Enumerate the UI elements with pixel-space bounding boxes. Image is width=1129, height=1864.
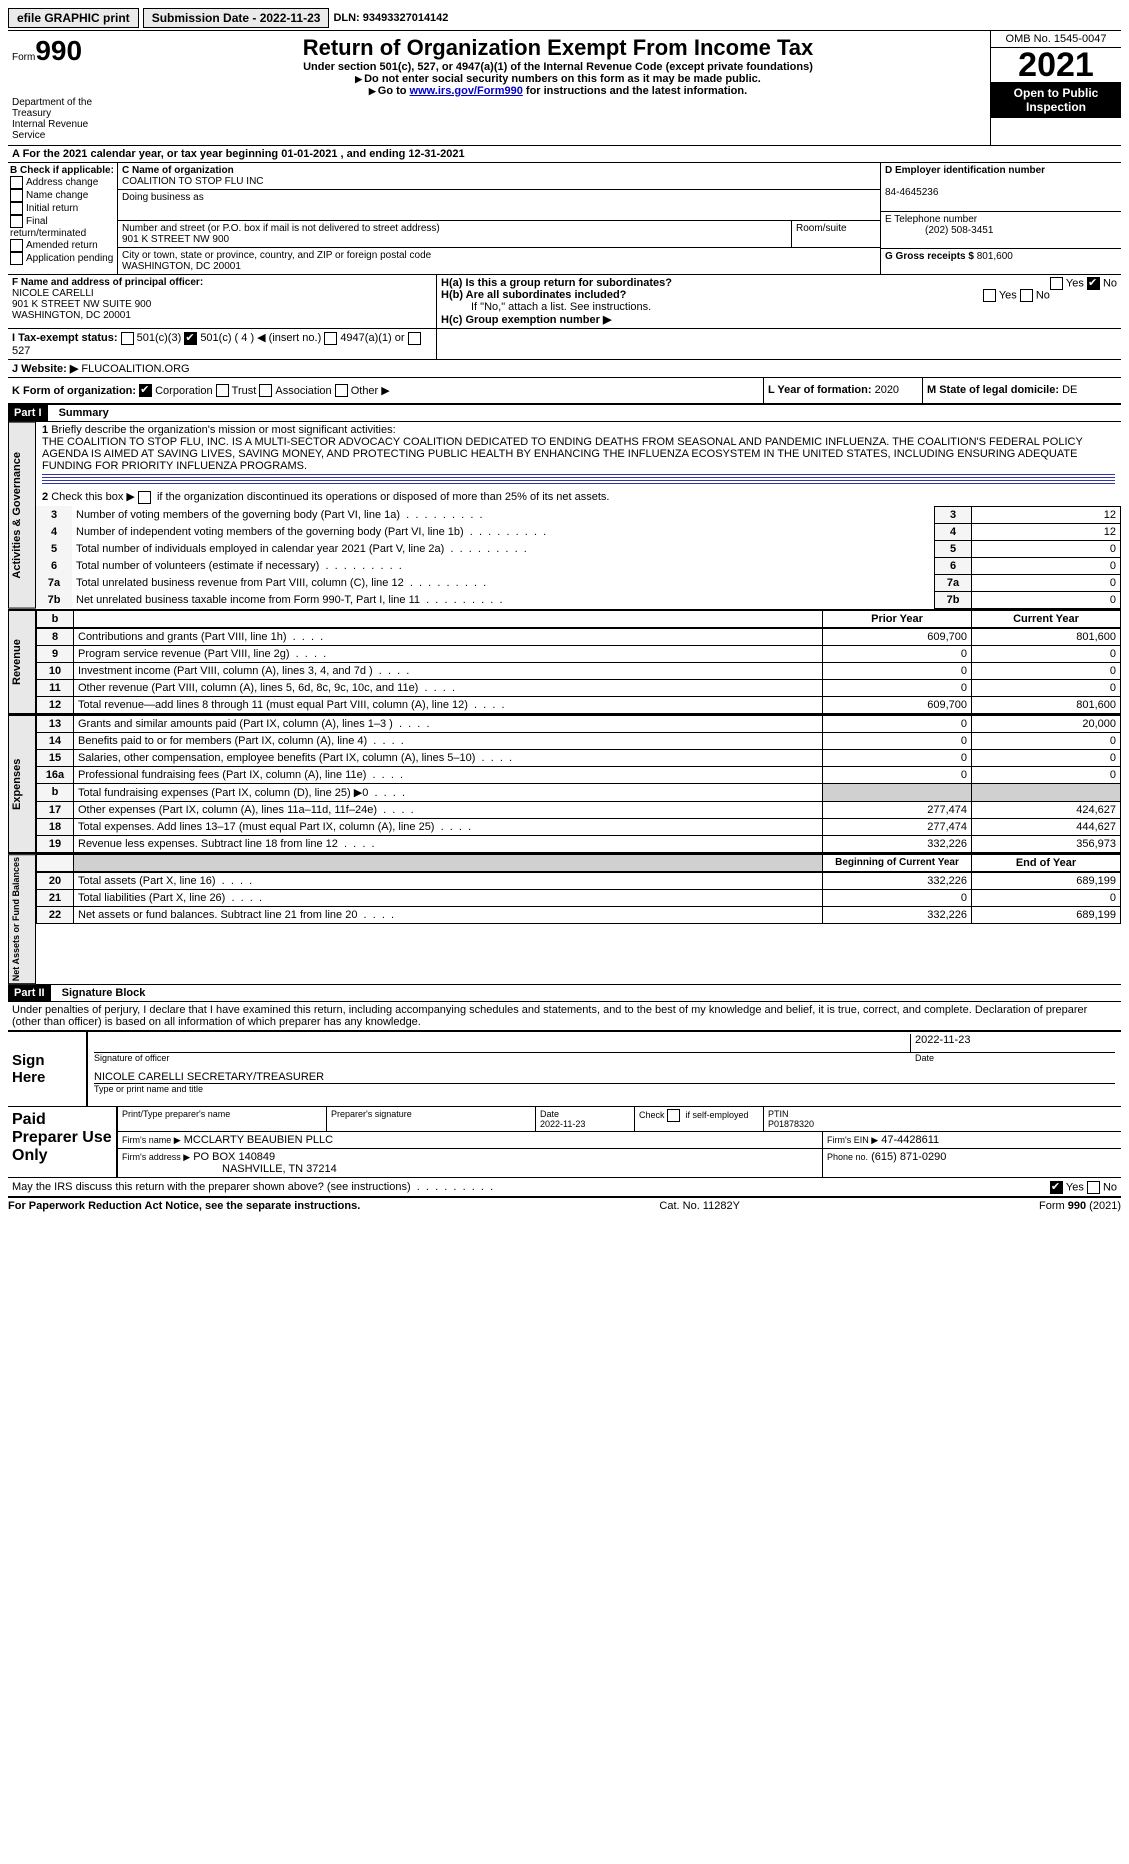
netassets-table: 20Total assets (Part X, line 16)332,2266… xyxy=(36,872,1121,924)
g-lbl: G Gross receipts $ xyxy=(885,251,974,262)
firm-ein: 47-4428611 xyxy=(881,1134,939,1146)
vert-governance: Activities & Governance xyxy=(8,422,36,609)
dept: Department of the Treasury xyxy=(12,97,122,119)
b-opt: Amended return xyxy=(10,239,115,252)
org-name: COALITION TO STOP FLU INC xyxy=(122,176,264,187)
sign-date: 2022-11-23 xyxy=(910,1034,1115,1053)
open-inspection: Open to Public Inspection xyxy=(991,82,1121,118)
governance-table: 3Number of voting members of the governi… xyxy=(36,506,1121,609)
vert-revenue: Revenue xyxy=(8,610,36,714)
name-lbl: Type or print name and title xyxy=(94,1084,1115,1094)
gross-receipts: 801,600 xyxy=(977,251,1013,262)
netassets-header: Beginning of Current YearEnd of Year xyxy=(36,854,1121,872)
domicile: DE xyxy=(1062,384,1077,396)
city-lbl: City or town, state or province, country… xyxy=(122,250,431,261)
revenue-header: bPrior YearCurrent Year xyxy=(36,610,1121,628)
irs: Internal Revenue Service xyxy=(12,119,122,141)
tax-year: 2021 xyxy=(991,48,1121,82)
501c4-check[interactable] xyxy=(184,332,197,345)
top-bar: efile GRAPHIC print Submission Date - 20… xyxy=(8,8,1121,28)
f-lbl: F Name and address of principal officer: xyxy=(12,277,432,288)
phone: (202) 508-3451 xyxy=(885,225,993,236)
i-lbl: I Tax-exempt status: xyxy=(12,332,118,344)
expenses-table: 13Grants and similar amounts paid (Part … xyxy=(36,715,1121,853)
ha-row: H(a) Is this a group return for subordin… xyxy=(441,277,1117,289)
form-prefix: Form xyxy=(12,52,35,63)
b-opt: Application pending xyxy=(10,252,115,265)
discuss-yes[interactable] xyxy=(1050,1181,1063,1194)
firm-addr1: PO BOX 140849 xyxy=(193,1151,275,1163)
hb-note: If "No," attach a list. See instructions… xyxy=(441,301,1117,313)
ptin: P01878320 xyxy=(768,1119,814,1129)
line2: Check this box ▶ if the organization dis… xyxy=(51,491,609,503)
hc: H(c) Group exemption number ▶ xyxy=(441,313,1117,326)
c-name-lbl: C Name of organization xyxy=(122,165,234,176)
street-lbl: Number and street (or P.O. box if mail i… xyxy=(122,223,440,234)
form-number: 990 xyxy=(35,35,82,66)
goto-prefix: Go to xyxy=(369,85,410,97)
b-opt: Name change xyxy=(10,189,115,202)
b-opt: Final return/terminated xyxy=(10,215,115,239)
b-opt: Initial return xyxy=(10,202,115,215)
city: WASHINGTON, DC 20001 xyxy=(122,261,241,272)
dba-lbl: Doing business as xyxy=(122,192,204,203)
sign-here: Sign Here xyxy=(8,1032,86,1106)
date-lbl: Date xyxy=(911,1053,1115,1063)
mission-text: THE COALITION TO STOP FLU, INC. IS A MUL… xyxy=(42,436,1083,472)
officer-print: NICOLE CARELLI SECRETARY/TREASURER xyxy=(94,1071,1115,1084)
header-grid: B Check if applicable: Address change Na… xyxy=(8,163,1121,275)
ssn-note: Do not enter social security numbers on … xyxy=(130,73,986,85)
submission-button[interactable]: Submission Date - 2022-11-23 xyxy=(143,8,330,28)
subtitle: Under section 501(c), 527, or 4947(a)(1)… xyxy=(130,61,986,73)
k-lbl: K Form of organization: xyxy=(12,385,136,397)
officer-addr2: WASHINGTON, DC 20001 xyxy=(12,310,432,321)
officer-addr1: 901 K STREET NW SUITE 900 xyxy=(12,299,432,310)
part2-header: Part II Signature Block xyxy=(8,984,1121,1002)
firm-name: MCCLARTY BEAUBIEN PLLC xyxy=(184,1134,333,1146)
discuss-text: May the IRS discuss this return with the… xyxy=(12,1181,411,1193)
vert-expenses: Expenses xyxy=(8,715,36,853)
efile-button[interactable]: efile GRAPHIC print xyxy=(8,8,139,28)
dln: DLN: 93493327014142 xyxy=(333,12,448,24)
sig-lbl: Signature of officer xyxy=(94,1053,911,1063)
officer-name: NICOLE CARELLI xyxy=(12,288,432,299)
goto-tail: for instructions and the latest informat… xyxy=(523,85,747,97)
website: FLUCOALITION.ORG xyxy=(81,363,189,375)
ha-no-check[interactable] xyxy=(1087,277,1100,290)
mission-lbl: Briefly describe the organization's miss… xyxy=(51,424,395,436)
j-lbl: J Website: ▶ xyxy=(12,363,78,375)
street: 901 K STREET NW 900 xyxy=(122,234,229,245)
year-formed: 2020 xyxy=(875,384,899,396)
main-header: Form990 Department of the Treasury Inter… xyxy=(8,30,1121,146)
d-lbl: D Employer identification number xyxy=(885,165,1045,176)
hb-row: H(b) Are all subordinates included? Yes … xyxy=(441,289,1117,301)
ein: 84-4645236 xyxy=(885,187,938,198)
corp-check[interactable] xyxy=(139,384,152,397)
revenue-table: 8Contributions and grants (Part VIII, li… xyxy=(36,628,1121,714)
goto-link[interactable]: www.irs.gov/Form990 xyxy=(410,85,523,97)
paid-preparer-title: Paid Preparer Use Only xyxy=(8,1107,116,1177)
footer: For Paperwork Reduction Act Notice, see … xyxy=(8,1198,1121,1212)
b-opt: Address change xyxy=(10,176,115,189)
section-a: A For the 2021 calendar year, or tax yea… xyxy=(8,146,1121,163)
firm-addr2: NASHVILLE, TN 37214 xyxy=(122,1163,337,1175)
penalties: Under penalties of perjury, I declare th… xyxy=(8,1002,1121,1031)
room-lbl: Room/suite xyxy=(791,221,880,248)
header-grid-2: F Name and address of principal officer:… xyxy=(8,275,1121,329)
form-title: Return of Organization Exempt From Incom… xyxy=(130,35,986,61)
firm-phone: (615) 871-0290 xyxy=(871,1151,946,1163)
b-header: B Check if applicable: xyxy=(10,165,115,176)
part1-header: Part I Summary xyxy=(8,404,1121,422)
vert-netassets: Net Assets or Fund Balances xyxy=(8,854,36,984)
e-lbl: E Telephone number xyxy=(885,214,977,225)
